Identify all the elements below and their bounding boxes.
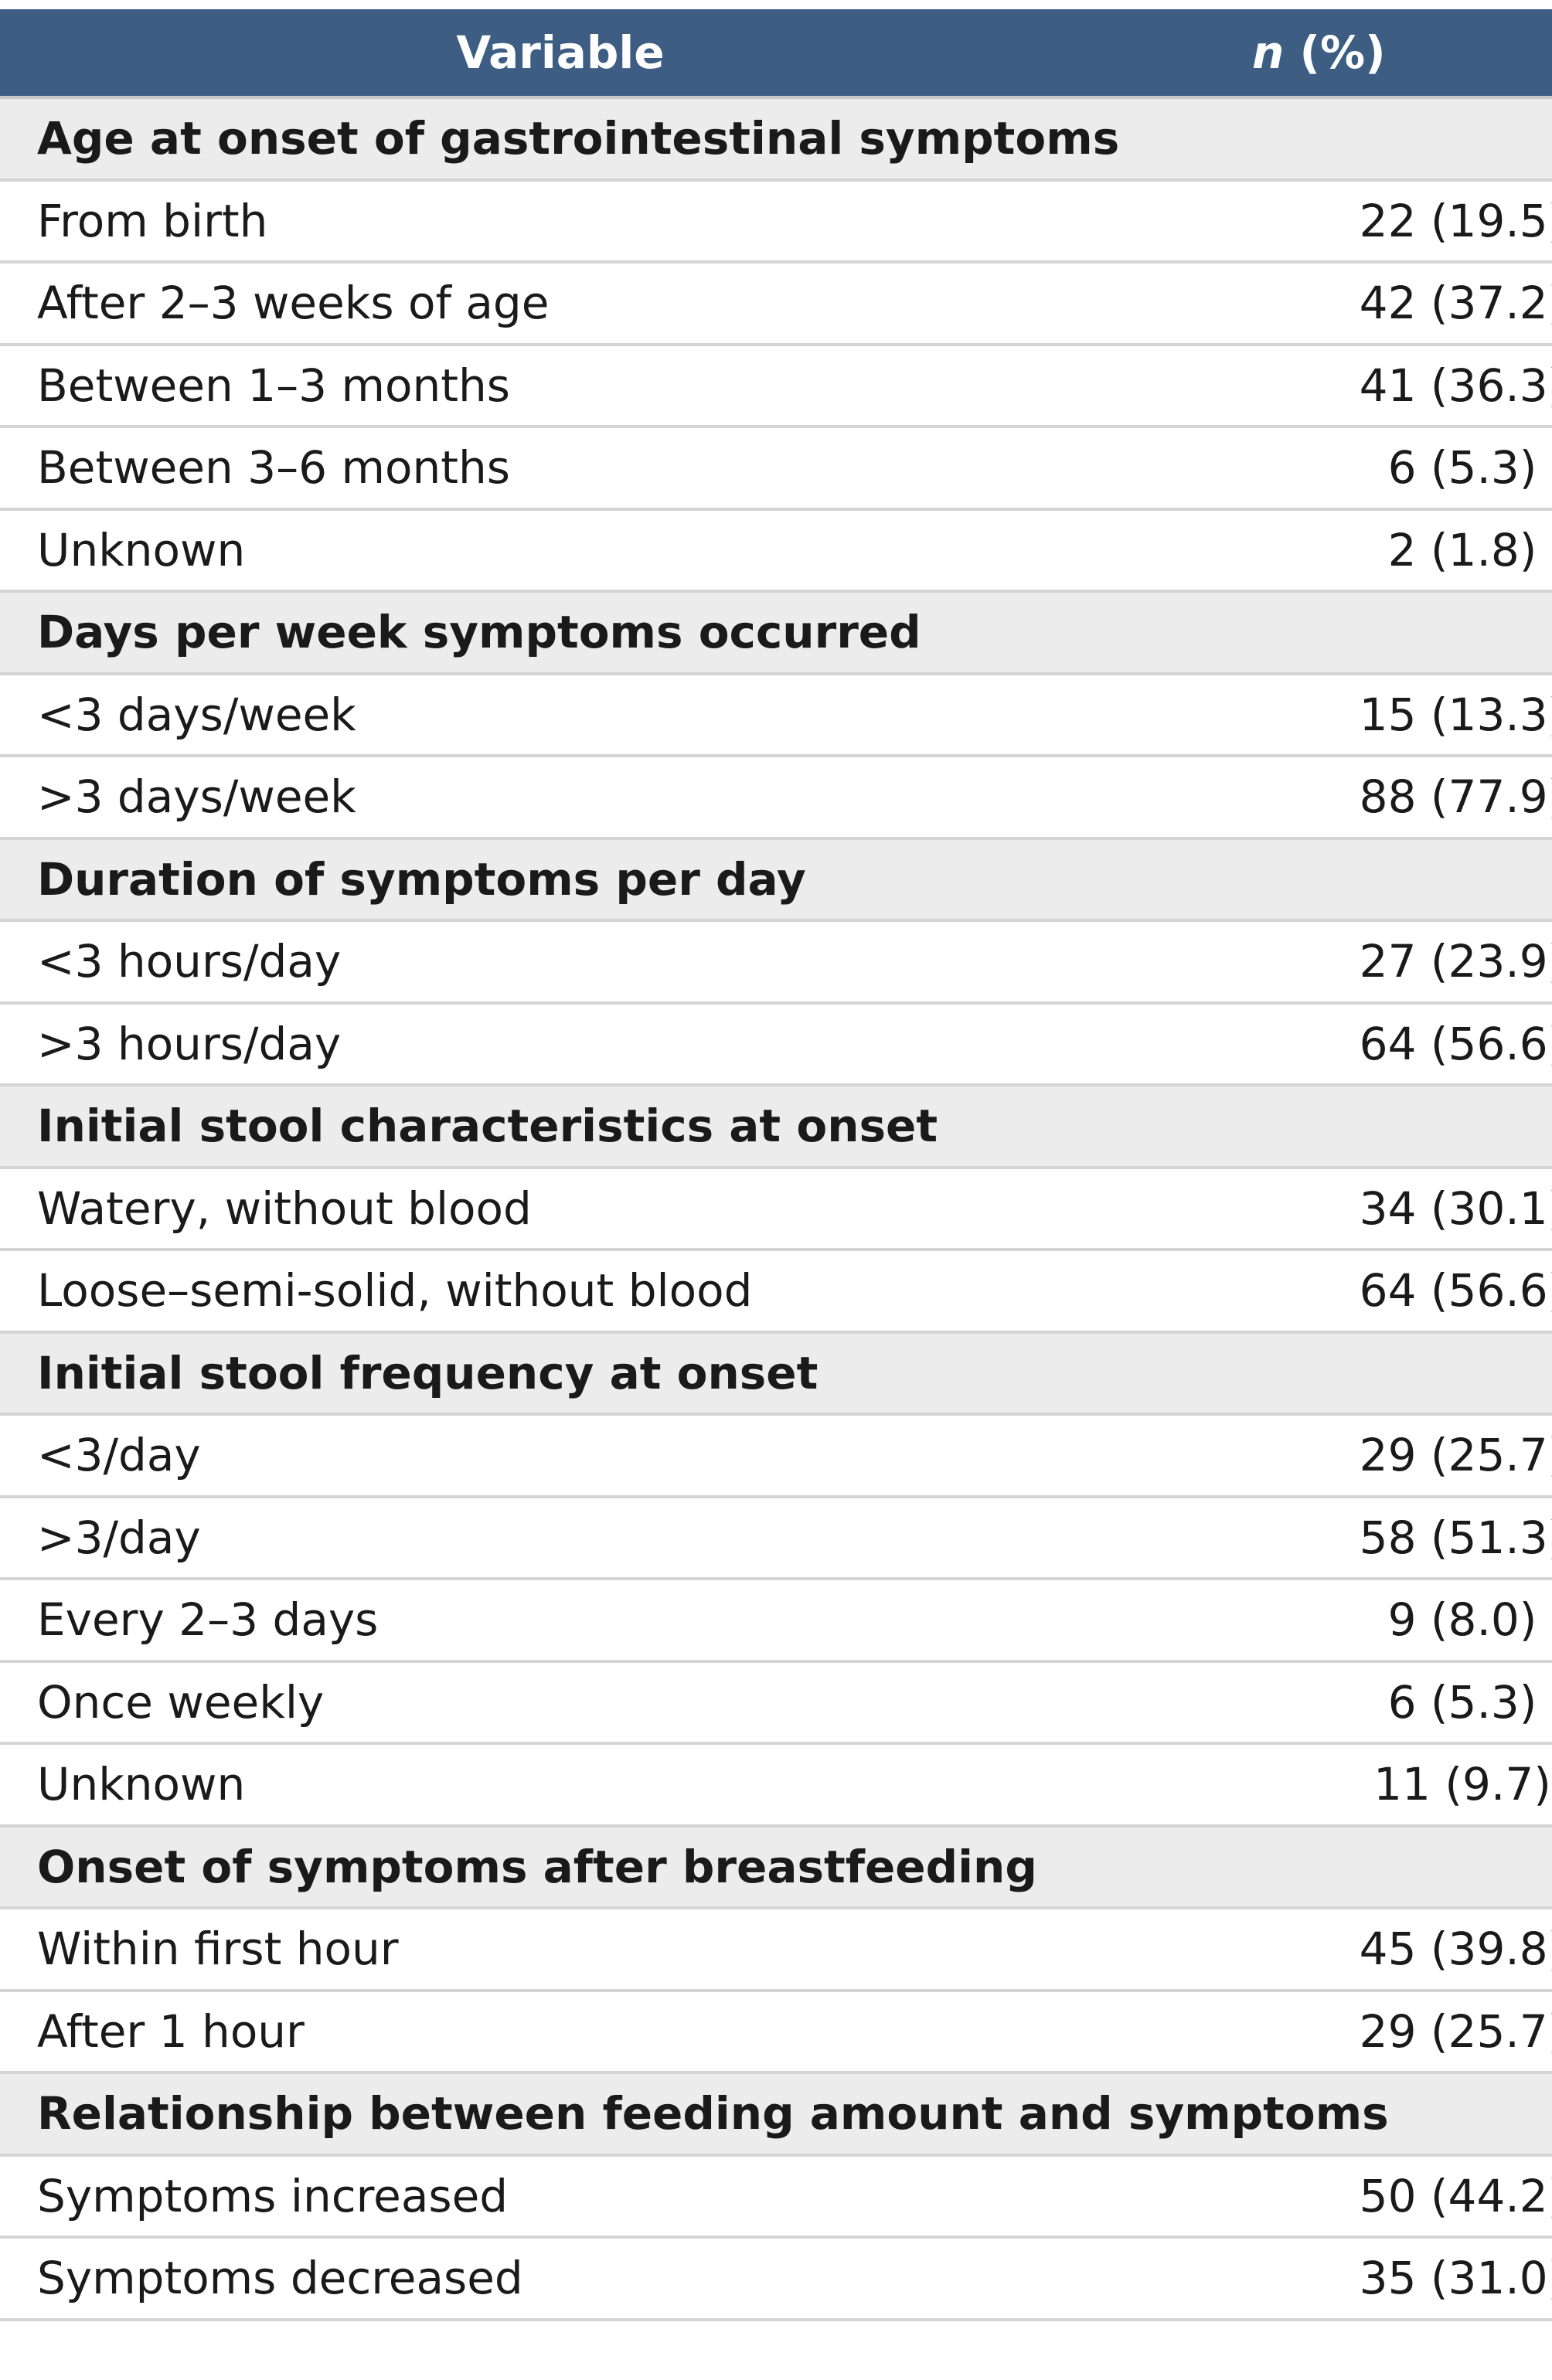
header-variable: Variable <box>456 26 665 79</box>
table-row: After 2–3 weeks of age 42 (37.2) <box>0 264 1552 346</box>
row-value: 64 (56.6) <box>1359 1264 1552 1318</box>
table-row: After 1 hour 29 (25.7) <box>0 1992 1552 2074</box>
table-row: Between 1–3 months 41 (36.3) <box>0 346 1552 428</box>
row-label: >3 days/week <box>37 770 356 824</box>
section-header-row: Days per week symptoms occurred <box>0 593 1552 675</box>
row-value: 9 (8.0) <box>1387 1593 1537 1647</box>
row-label: Unknown <box>37 523 246 576</box>
table-row: Loose–semi-solid, without blood 64 (56.6) <box>0 1251 1552 1334</box>
row-label: Symptoms increased <box>37 2169 509 2222</box>
section-label: Age at onset of gastrointestinal symptom… <box>37 112 1120 165</box>
row-value: 42 (37.2) <box>1359 277 1552 330</box>
section-header-row: Age at onset of gastrointestinal symptom… <box>0 99 1552 182</box>
table-row: <3/day 29 (25.7) <box>0 1416 1552 1498</box>
row-value: 34 (30.1) <box>1359 1182 1552 1235</box>
section-label: Onset of symptoms after breastfeeding <box>37 1840 1037 1893</box>
row-value: 6 (5.3) <box>1387 441 1537 495</box>
section-label: Initial stool frequency at onset <box>37 1346 819 1399</box>
table-row: Every 2–3 days 9 (8.0) <box>0 1580 1552 1663</box>
row-label: Watery, without blood <box>37 1182 532 1235</box>
row-label: Unknown <box>37 1758 246 1811</box>
section-header-row: Onset of symptoms after breastfeeding <box>0 1827 1552 1909</box>
row-value: 11 (9.7) <box>1373 1758 1551 1811</box>
row-label: Within first hour <box>37 1923 399 1976</box>
row-label: <3/day <box>37 1429 201 1482</box>
table-row: Symptoms increased 50 (44.2) <box>0 2157 1552 2239</box>
row-value: 88 (77.9) <box>1359 770 1552 824</box>
row-value: 29 (25.7) <box>1359 2004 1552 2058</box>
header-percent-label: (%) <box>1299 26 1386 79</box>
section-label: Initial stool characteristics at onset <box>37 1100 938 1153</box>
table-row: <3 days/week 15 (13.3) <box>0 675 1552 757</box>
row-label: After 2–3 weeks of age <box>37 277 550 330</box>
table-row: Unknown 11 (9.7) <box>0 1745 1552 1828</box>
row-label: >3 hours/day <box>37 1017 342 1070</box>
row-value: 15 (13.3) <box>1359 688 1552 741</box>
table-row: >3/day 58 (51.3) <box>0 1498 1552 1580</box>
table-row: >3 days/week 88 (77.9) <box>0 757 1552 840</box>
table-row: >3 hours/day 64 (56.6) <box>0 1005 1552 1086</box>
table-row: <3 hours/day 27 (23.9) <box>0 922 1552 1005</box>
row-value: 22 (19.5) <box>1359 194 1552 247</box>
row-value: 27 (23.9) <box>1359 935 1552 988</box>
row-label: From birth <box>37 194 268 247</box>
row-value: 6 (5.3) <box>1387 1675 1537 1729</box>
row-value: 2 (1.8) <box>1387 523 1537 576</box>
table-header: Variable n (%) <box>0 9 1552 99</box>
section-label: Days per week symptoms occurred <box>37 606 921 659</box>
row-label: Symptoms decreased <box>37 2252 523 2305</box>
section-header-row: Initial stool frequency at onset <box>0 1333 1552 1416</box>
row-label: Between 3–6 months <box>37 441 510 495</box>
table-row: From birth 22 (19.5) <box>0 182 1552 264</box>
section-header-row: Initial stool characteristics at onset <box>0 1086 1552 1169</box>
row-value: 64 (56.6) <box>1359 1017 1552 1070</box>
row-label: <3 hours/day <box>37 935 342 988</box>
table-row: Between 3–6 months 6 (5.3) <box>0 428 1552 511</box>
table-body: Age at onset of gastrointestinal symptom… <box>0 99 1552 2321</box>
table-row: Within first hour 45 (39.8) <box>0 1909 1552 1992</box>
table-row: Watery, without blood 34 (30.1) <box>0 1169 1552 1251</box>
table-row: Symptoms decreased 35 (31.0) <box>0 2239 1552 2321</box>
row-value: 58 (51.3) <box>1359 1511 1552 1564</box>
row-label: <3 days/week <box>37 688 356 741</box>
row-value: 50 (44.2) <box>1359 2169 1552 2222</box>
header-n-percent: n (%) <box>1121 26 1523 79</box>
data-table: Variable n (%) Age at onset of gastroint… <box>0 9 1552 2321</box>
row-label: Loose–semi-solid, without blood <box>37 1264 753 1318</box>
row-label: >3/day <box>37 1511 201 1564</box>
row-label: Every 2–3 days <box>37 1593 379 1647</box>
row-value: 45 (39.8) <box>1359 1923 1552 1976</box>
table-row: Once weekly 6 (5.3) <box>0 1663 1552 1745</box>
row-label: Between 1–3 months <box>37 359 510 412</box>
header-n-label: n <box>1252 26 1285 79</box>
table-row: Unknown 2 (1.8) <box>0 511 1552 593</box>
section-label: Duration of symptoms per day <box>37 852 806 906</box>
row-value: 41 (36.3) <box>1359 359 1552 412</box>
section-label: Relationship between feeding amount and … <box>37 2087 1389 2140</box>
section-header-row: Relationship between feeding amount and … <box>0 2074 1552 2157</box>
row-label: After 1 hour <box>37 2004 305 2058</box>
row-value: 35 (31.0) <box>1359 2252 1552 2305</box>
section-header-row: Duration of symptoms per day <box>0 839 1552 922</box>
row-value: 29 (25.7) <box>1359 1429 1552 1482</box>
row-label: Once weekly <box>37 1675 325 1729</box>
